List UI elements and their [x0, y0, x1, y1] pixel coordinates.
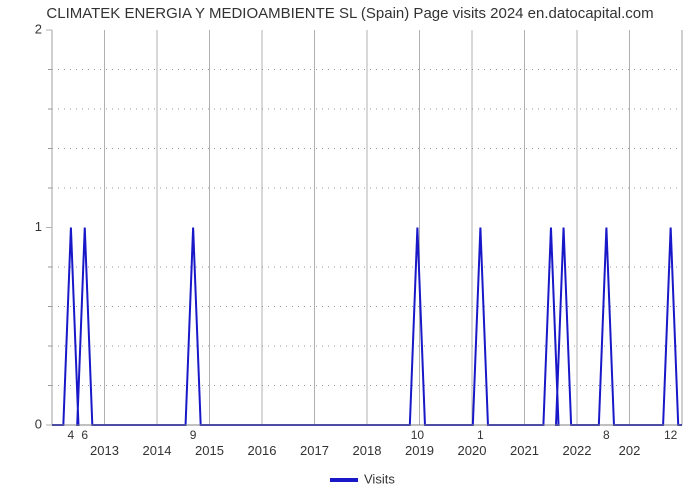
chart-title: CLIMATEK ENERGIA Y MEDIOAMBIENTE SL (Spa… [46, 5, 653, 22]
x-axis-year-label: 2022 [563, 443, 592, 458]
legend-label: Visits [364, 471, 395, 486]
x-axis-year-label: 202 [619, 443, 641, 458]
legend: Visits [330, 471, 395, 486]
x-axis-year-label: 2020 [458, 443, 487, 458]
spike-label: 4 [68, 428, 75, 442]
spike-label: 1 [477, 428, 484, 442]
x-axis-year-label: 2013 [90, 443, 119, 458]
x-axis-year-label: 2014 [143, 443, 172, 458]
y-axis-tick-label: 0 [35, 416, 42, 431]
y-axis-tick-label: 2 [35, 21, 42, 36]
spike-label: 6 [81, 428, 88, 442]
x-axis-year-label: 2019 [405, 443, 434, 458]
x-axis-year-label: 2018 [353, 443, 382, 458]
spike-label: 10 [411, 428, 425, 442]
x-axis-year-label: 2015 [195, 443, 224, 458]
y-axis-tick-label: 1 [35, 219, 42, 234]
x-axis-year-label: 2021 [510, 443, 539, 458]
plot-area: 2013201420152016201720182019202020212022… [35, 21, 682, 458]
legend-swatch-icon [330, 478, 358, 482]
x-axis-year-label: 2017 [300, 443, 329, 458]
spike-label: 8 [603, 428, 610, 442]
spike-label: 12 [664, 428, 678, 442]
spike-label: 9 [190, 428, 197, 442]
visits-chart: CLIMATEK ENERGIA Y MEDIOAMBIENTE SL (Spa… [0, 0, 700, 500]
x-axis-year-label: 2016 [248, 443, 277, 458]
